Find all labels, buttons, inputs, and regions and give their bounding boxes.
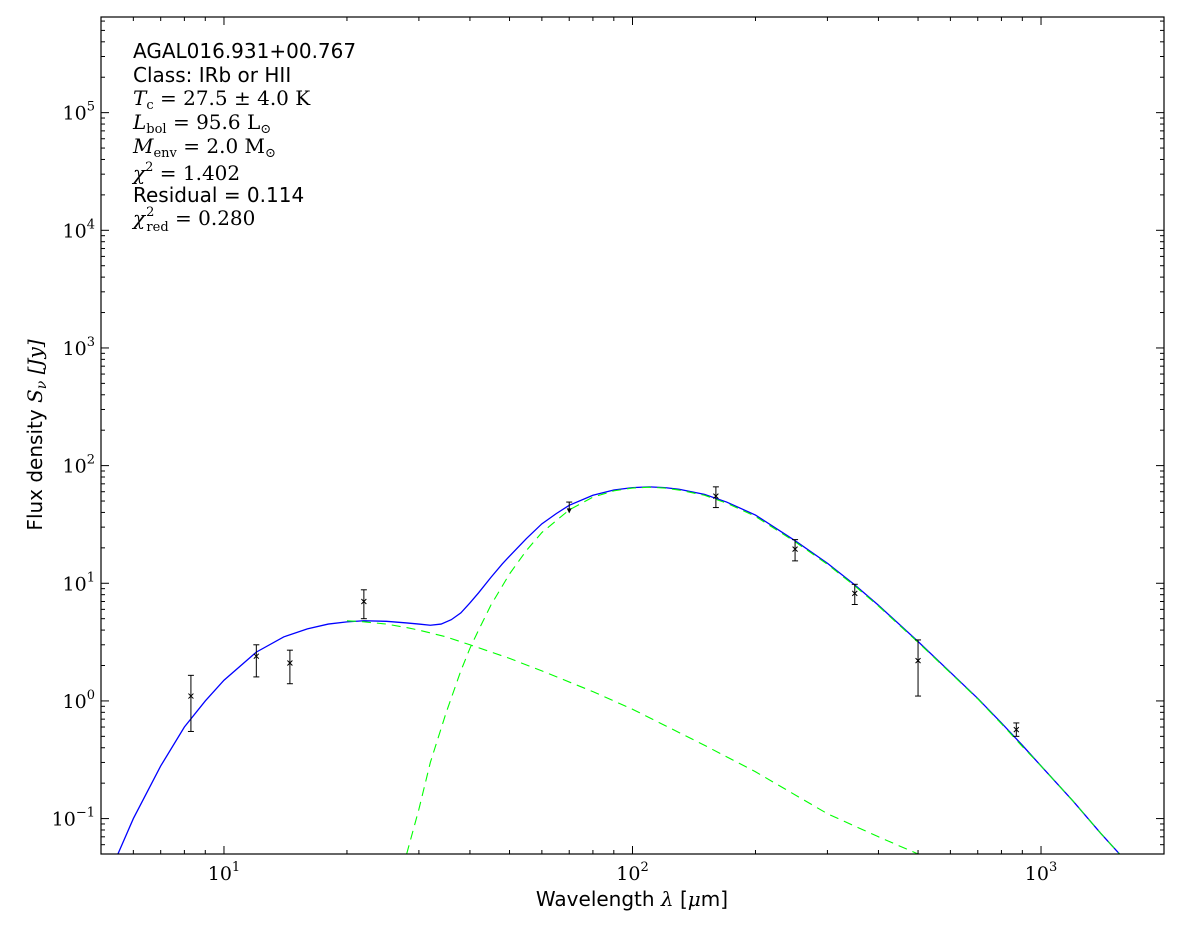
- plot-background: [101, 17, 1164, 854]
- x-tick-label: 102: [616, 860, 648, 885]
- data-point: [360, 589, 367, 620]
- y-tick-label: 103: [63, 335, 95, 360]
- x-axis-label: Wavelength λ [μm]: [536, 887, 728, 911]
- data-point: [253, 644, 260, 678]
- y-tick-label: 102: [63, 453, 95, 478]
- point-marker: [1013, 726, 1020, 733]
- data-point: [915, 639, 922, 697]
- source-name: AGAL016.931+00.767: [133, 39, 356, 63]
- model-curve-2: [406, 486, 1121, 854]
- chi-squared-label: χ2 = 1.402: [131, 160, 240, 185]
- point-marker: [361, 598, 367, 605]
- data-point: [566, 501, 573, 514]
- point-marker: [915, 657, 921, 664]
- upper-limit-arrow: [566, 508, 572, 514]
- y-tick-label: 100: [63, 688, 95, 713]
- data-point: [286, 649, 293, 685]
- point-marker: [792, 546, 798, 552]
- x-tick-label: 103: [1025, 860, 1057, 885]
- point-marker: [713, 493, 719, 500]
- envelope-mass-label: Menv = 2.0 M⊙: [132, 134, 276, 161]
- point-marker: [253, 653, 260, 660]
- data-point: [712, 486, 719, 509]
- annotation-block: AGAL016.931+00.767 Class: IRb or HII Tc …: [131, 39, 356, 235]
- point-marker: [188, 693, 194, 699]
- residual-label: Residual = 0.114: [133, 183, 304, 207]
- luminosity-label: Lbol = 95.6 L⊙: [132, 110, 271, 137]
- point-marker: [851, 590, 858, 597]
- plot-frame: [100, 16, 1165, 855]
- y-tick-label: 105: [63, 100, 95, 125]
- source-class: Class: IRb or HII: [133, 63, 291, 87]
- model-curve-1: [346, 620, 919, 854]
- data-point: [1013, 722, 1020, 737]
- data-point: [851, 583, 858, 606]
- y-tick-label: 101: [63, 570, 95, 595]
- data-point: [792, 539, 799, 562]
- x-tick-label: 101: [208, 860, 240, 885]
- y-tick-label: 104: [63, 217, 95, 242]
- temperature-label: Tc = 27.5 ± 4.0 K: [133, 86, 311, 113]
- reduced-chi-squared-label: χ2 red = 0.280: [131, 205, 255, 235]
- point-marker: [287, 660, 293, 666]
- y-tick-label: 10−1: [52, 806, 95, 831]
- y-axis-label: Flux density Sν [Jy]: [23, 339, 50, 530]
- data-point: [187, 674, 194, 732]
